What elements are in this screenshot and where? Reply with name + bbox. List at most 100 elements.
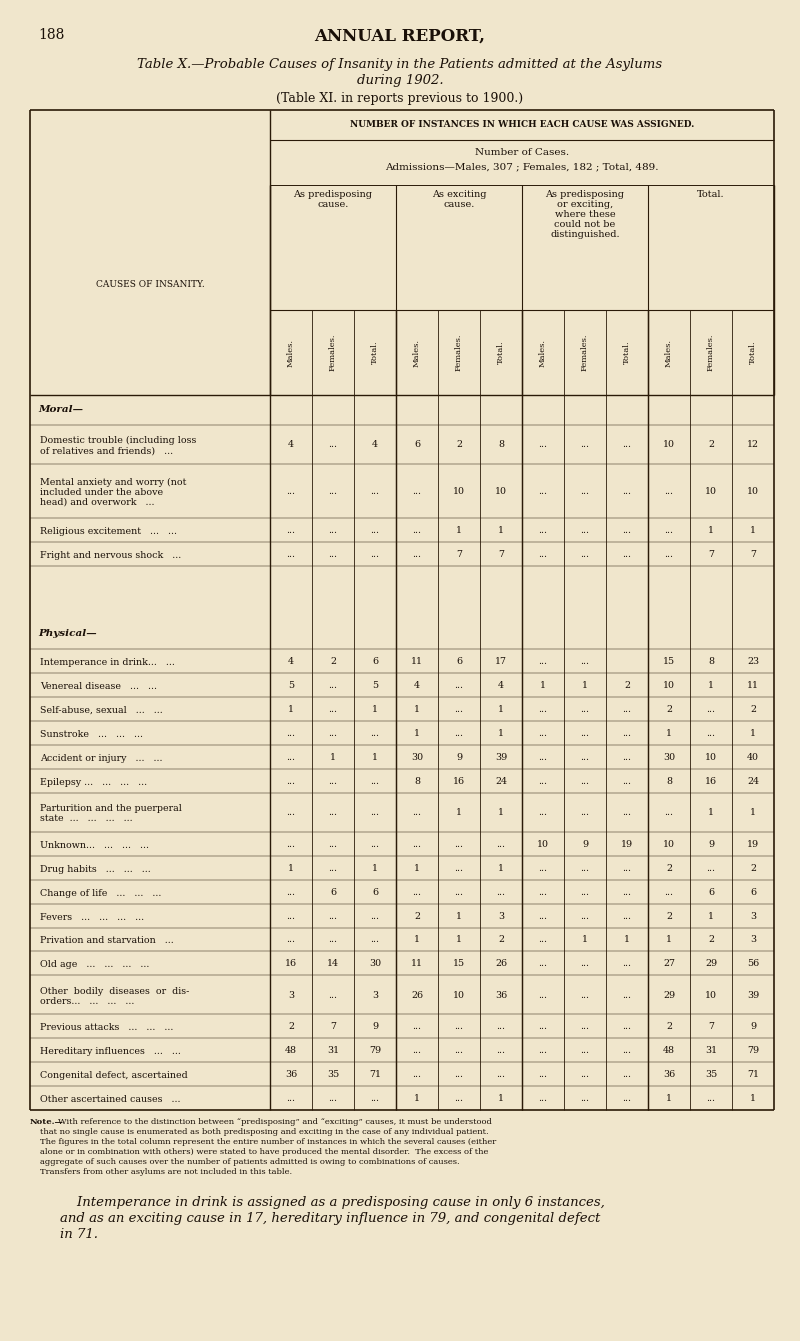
Text: ...: ...: [286, 730, 295, 738]
Text: ...: ...: [538, 550, 547, 559]
Text: 1: 1: [498, 864, 504, 873]
Text: 1: 1: [288, 705, 294, 715]
Text: 2: 2: [330, 657, 336, 666]
Text: ...: ...: [538, 526, 547, 535]
Text: 1: 1: [708, 809, 714, 817]
Text: 2: 2: [666, 864, 672, 873]
Text: ...: ...: [538, 1046, 547, 1055]
Text: ...: ...: [622, 526, 631, 535]
Text: ...: ...: [622, 959, 631, 968]
Text: 5: 5: [372, 681, 378, 691]
Text: Domestic trouble (including loss: Domestic trouble (including loss: [40, 436, 196, 445]
Text: Privation and starvation   ...: Privation and starvation ...: [40, 936, 174, 945]
Text: ...: ...: [413, 1046, 422, 1055]
Text: 8: 8: [708, 657, 714, 666]
Text: ...: ...: [454, 730, 463, 738]
Text: Total.: Total.: [497, 341, 505, 365]
Text: 6: 6: [372, 888, 378, 897]
Text: 10: 10: [663, 839, 675, 849]
Text: 1: 1: [414, 705, 420, 715]
Text: Religious excitement   ...   ...: Religious excitement ... ...: [40, 527, 177, 535]
Text: ...: ...: [413, 888, 422, 897]
Text: 1: 1: [750, 809, 756, 817]
Text: ...: ...: [581, 487, 590, 496]
Text: ...: ...: [370, 730, 379, 738]
Text: ...: ...: [286, 526, 295, 535]
Text: ...: ...: [622, 809, 631, 817]
Text: ...: ...: [413, 550, 422, 559]
Text: Venereal disease   ...   ...: Venereal disease ... ...: [40, 683, 157, 691]
Text: ...: ...: [581, 776, 590, 786]
Text: 11: 11: [411, 657, 423, 666]
Text: ...: ...: [413, 809, 422, 817]
Text: ...: ...: [665, 809, 674, 817]
Text: 2: 2: [414, 912, 420, 920]
Text: 7: 7: [750, 550, 756, 559]
Text: 10: 10: [453, 487, 465, 496]
Text: ...: ...: [454, 1022, 463, 1031]
Text: ...: ...: [370, 1094, 379, 1104]
Text: ...: ...: [370, 550, 379, 559]
Text: Unknown...   ...   ...   ...: Unknown... ... ... ...: [40, 841, 149, 850]
Text: 9: 9: [372, 1022, 378, 1031]
Text: 1: 1: [624, 936, 630, 944]
Text: Fevers   ...   ...   ...   ...: Fevers ... ... ... ...: [40, 912, 144, 921]
Text: ...: ...: [286, 888, 295, 897]
Text: ...: ...: [329, 730, 338, 738]
Text: 71: 71: [747, 1070, 759, 1080]
Text: Intemperance in drink is assigned as a predisposing cause in only 6 instances,: Intemperance in drink is assigned as a p…: [60, 1196, 605, 1210]
Text: Females.: Females.: [707, 334, 715, 371]
Text: ...: ...: [497, 1022, 506, 1031]
Text: ...: ...: [538, 991, 547, 1000]
Text: 11: 11: [411, 959, 423, 968]
Text: ...: ...: [581, 526, 590, 535]
Text: 3: 3: [750, 936, 756, 944]
Text: 188: 188: [38, 28, 64, 42]
Text: ...: ...: [454, 864, 463, 873]
Text: 1: 1: [372, 705, 378, 715]
Text: 23: 23: [747, 657, 759, 666]
Text: Congenital defect, ascertained: Congenital defect, ascertained: [40, 1071, 188, 1080]
Text: ...: ...: [538, 888, 547, 897]
Text: 1: 1: [708, 681, 714, 691]
Text: 1: 1: [708, 526, 714, 535]
Text: ...: ...: [538, 657, 547, 666]
Text: 1: 1: [750, 1094, 756, 1104]
Text: 30: 30: [411, 754, 423, 762]
Text: 1: 1: [330, 754, 336, 762]
Text: 79: 79: [747, 1046, 759, 1055]
Text: ...: ...: [329, 705, 338, 715]
Text: Other ascertained causes   ...: Other ascertained causes ...: [40, 1096, 181, 1104]
Text: ...: ...: [581, 959, 590, 968]
Text: 1: 1: [414, 864, 420, 873]
Text: ...: ...: [454, 681, 463, 691]
Text: ...: ...: [329, 681, 338, 691]
Text: ...: ...: [497, 888, 506, 897]
Text: 36: 36: [495, 991, 507, 1000]
Text: ...: ...: [665, 550, 674, 559]
Text: 1: 1: [540, 681, 546, 691]
Text: Total.: Total.: [371, 341, 379, 365]
Text: ...: ...: [370, 809, 379, 817]
Text: 10: 10: [747, 487, 759, 496]
Text: Note.—: Note.—: [30, 1118, 64, 1126]
Text: 10: 10: [537, 839, 549, 849]
Text: Previous attacks   ...   ...   ...: Previous attacks ... ... ...: [40, 1023, 174, 1033]
Text: 11: 11: [747, 681, 759, 691]
Text: 2: 2: [288, 1022, 294, 1031]
Text: of relatives and friends)   ...: of relatives and friends) ...: [40, 447, 173, 456]
Text: ...: ...: [538, 864, 547, 873]
Text: ...: ...: [329, 526, 338, 535]
Text: ...: ...: [706, 864, 715, 873]
Text: could not be: could not be: [554, 220, 616, 229]
Text: 2: 2: [498, 936, 504, 944]
Text: 3: 3: [750, 912, 756, 920]
Text: 1: 1: [456, 936, 462, 944]
Text: ...: ...: [370, 776, 379, 786]
Text: Epilepsy ...   ...   ...   ...: Epilepsy ... ... ... ...: [40, 778, 147, 787]
Text: 2: 2: [666, 912, 672, 920]
Text: Intemperance in drink...   ...: Intemperance in drink... ...: [40, 658, 175, 668]
Text: ...: ...: [370, 839, 379, 849]
Text: ...: ...: [329, 839, 338, 849]
Text: 31: 31: [705, 1046, 717, 1055]
